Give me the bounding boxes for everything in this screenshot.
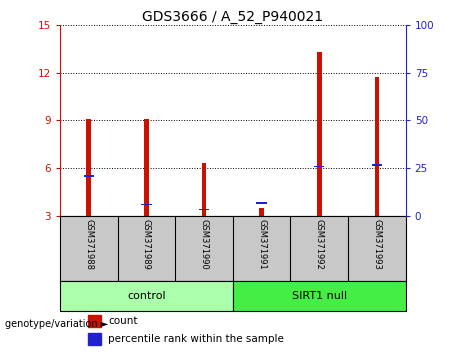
Bar bbox=[374, 77, 379, 216]
Text: genotype/variation ►: genotype/variation ► bbox=[5, 319, 108, 329]
Bar bbox=[141, 204, 152, 205]
Bar bbox=[86, 119, 91, 216]
Bar bbox=[259, 208, 264, 216]
Text: GSM371993: GSM371993 bbox=[372, 219, 381, 270]
Bar bbox=[372, 164, 382, 166]
Text: count: count bbox=[108, 316, 138, 326]
Bar bbox=[88, 333, 101, 345]
Text: SIRT1 null: SIRT1 null bbox=[292, 291, 347, 301]
Bar bbox=[201, 163, 206, 216]
Bar bbox=[314, 166, 325, 167]
Text: percentile rank within the sample: percentile rank within the sample bbox=[108, 334, 284, 344]
Text: GSM371990: GSM371990 bbox=[200, 219, 208, 270]
Bar bbox=[317, 52, 321, 216]
Bar bbox=[88, 315, 101, 327]
Text: control: control bbox=[127, 291, 165, 301]
Text: GSM371989: GSM371989 bbox=[142, 219, 151, 270]
Bar bbox=[256, 202, 267, 204]
Bar bbox=[233, 281, 406, 312]
Text: GSM371991: GSM371991 bbox=[257, 219, 266, 270]
Bar bbox=[83, 175, 94, 177]
Text: GSM371988: GSM371988 bbox=[84, 219, 93, 270]
Text: GSM371992: GSM371992 bbox=[315, 219, 324, 270]
Bar bbox=[144, 119, 148, 216]
Bar bbox=[60, 281, 233, 312]
Bar bbox=[199, 209, 209, 210]
Title: GDS3666 / A_52_P940021: GDS3666 / A_52_P940021 bbox=[142, 10, 323, 24]
